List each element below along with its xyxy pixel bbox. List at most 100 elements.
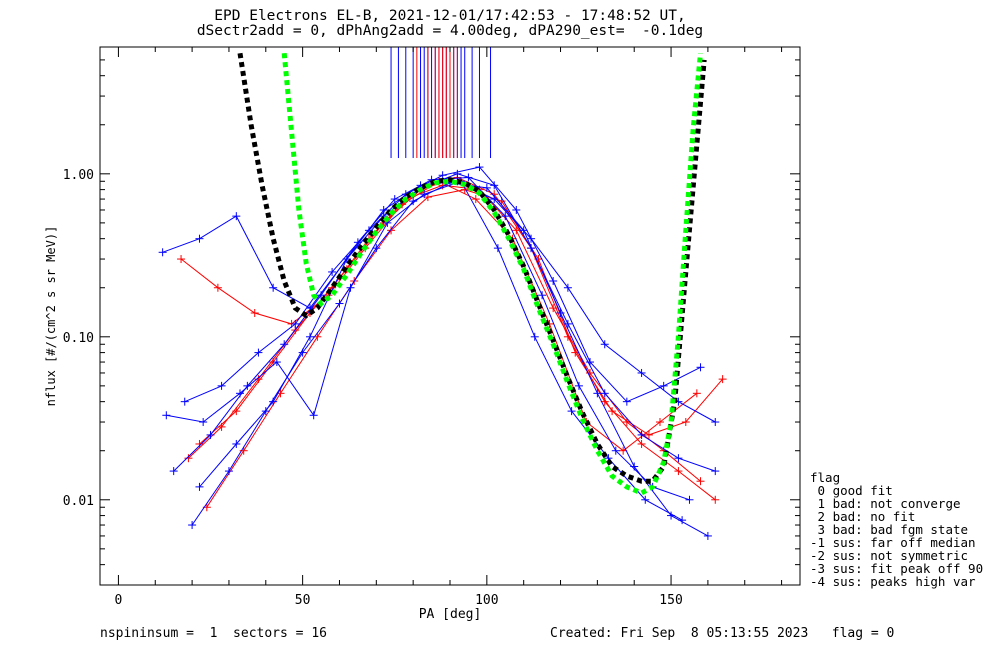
x-tick-label: 0 <box>115 593 123 608</box>
data-point-red <box>250 308 259 317</box>
data-point-blue <box>306 332 314 341</box>
data-point-red <box>637 439 646 448</box>
data-point-blue <box>464 173 473 182</box>
data-point-blue <box>593 389 602 398</box>
data-point-blue <box>549 276 558 285</box>
y-axis-label: nflux [#/(cm^2 s sr MeV)] <box>44 226 58 407</box>
series-line-blue <box>173 176 690 501</box>
axis-ticks: 0 50 100 150 0.01 0.10 1.00 <box>63 46 800 608</box>
data-point-blue <box>641 495 650 504</box>
series-line-blue <box>184 166 701 403</box>
data-point-blue <box>490 195 499 204</box>
data-point-blue <box>453 169 462 178</box>
series-line-blue <box>199 180 716 488</box>
data-point-blue <box>493 244 502 253</box>
data-point-blue <box>600 389 609 398</box>
legend-item: -1 sus: far off median <box>810 535 976 550</box>
data-point-blue <box>309 411 318 420</box>
data-point-blue <box>538 291 547 300</box>
data-point-red <box>571 348 580 357</box>
data-point-red <box>213 283 222 292</box>
data-point-blue <box>637 430 646 439</box>
data-point-blue <box>703 531 712 540</box>
data-point-red <box>692 389 701 398</box>
data-point-blue <box>475 163 484 172</box>
data-point-red <box>711 495 720 504</box>
data-point-blue <box>678 516 687 525</box>
data-point-blue <box>261 407 270 416</box>
data-point-red <box>644 430 653 439</box>
data-point-blue <box>328 267 337 276</box>
data-point-blue <box>162 411 171 420</box>
data-point-red <box>232 407 241 416</box>
data-point-blue <box>420 190 429 199</box>
data-point-blue <box>232 439 241 448</box>
data-point-blue <box>188 521 197 530</box>
data-point-blue <box>379 205 388 214</box>
data-point-blue <box>269 283 278 292</box>
data-point-blue <box>243 381 252 390</box>
data-point-blue <box>696 363 705 372</box>
series-layer <box>158 52 727 540</box>
data-point-blue <box>527 234 536 243</box>
fit-curve-green_fit <box>281 52 703 496</box>
x-tick-label: 150 <box>659 593 682 608</box>
chart-title-line2: dSectr2add = 0, dPhAng2add = 4.00deg, dP… <box>196 23 704 39</box>
data-point-blue <box>438 171 447 180</box>
chart-title-line1: EPD Electrons EL-B, 2021-12-01/17:42:53 … <box>214 8 686 24</box>
data-point-blue <box>224 467 233 476</box>
data-point-blue <box>254 348 263 357</box>
data-point-blue <box>291 319 300 328</box>
legend-item: -4 sus: peaks high var <box>810 574 976 589</box>
data-point-blue <box>280 340 289 349</box>
data-point-blue <box>317 291 326 300</box>
y-tick-label: 0.10 <box>63 331 94 346</box>
footer-sectors-info: nspininsum = 1 sectors = 16 <box>100 626 327 641</box>
data-point-blue <box>501 212 510 221</box>
y-tick-label: 0.01 <box>63 494 94 509</box>
fit-curve-black_fit <box>237 52 707 484</box>
data-point-red <box>656 418 664 427</box>
vertical-spikes <box>390 47 492 159</box>
data-point-red <box>177 255 186 264</box>
data-point-blue <box>530 332 539 341</box>
legend-title: flag <box>810 470 841 485</box>
data-point-blue <box>711 467 720 476</box>
legend-item: 0 good fit <box>810 483 893 498</box>
data-point-blue <box>611 446 620 455</box>
data-point-blue <box>622 397 631 406</box>
data-point-blue <box>685 495 694 504</box>
data-point-blue <box>335 299 344 308</box>
data-point-red <box>608 407 617 416</box>
data-point-blue <box>372 244 381 253</box>
data-point-blue <box>217 381 226 390</box>
legend-item: 2 bad: no fit <box>810 509 916 524</box>
data-point-blue <box>567 407 576 416</box>
data-point-blue <box>556 308 565 317</box>
data-point-red <box>674 467 683 476</box>
series-line-red <box>188 184 701 482</box>
x-axis-label: PA [deg] <box>419 607 482 622</box>
legend-item: 3 bad: bad fgm state <box>810 522 969 537</box>
data-point-blue <box>199 418 208 427</box>
data-point-blue <box>206 430 215 439</box>
series-line-red <box>206 189 723 508</box>
data-point-blue <box>527 244 536 253</box>
data-point-blue <box>195 482 204 491</box>
data-point-blue <box>169 467 178 476</box>
data-point-red <box>184 454 193 463</box>
data-point-blue <box>630 462 639 471</box>
data-point-blue <box>512 205 521 214</box>
data-point-blue <box>586 358 594 367</box>
data-point-blue <box>195 234 204 243</box>
x-tick-label: 50 <box>295 593 311 608</box>
data-point-blue <box>346 283 355 292</box>
data-point-blue <box>180 397 189 406</box>
legend-item: 1 bad: not converge <box>810 496 961 511</box>
data-point-blue <box>272 358 281 367</box>
data-point-red <box>534 255 543 264</box>
legend-item: -3 sus: fit peak off 90 <box>810 561 984 576</box>
data-point-blue <box>158 248 167 257</box>
data-point-red <box>696 477 705 486</box>
